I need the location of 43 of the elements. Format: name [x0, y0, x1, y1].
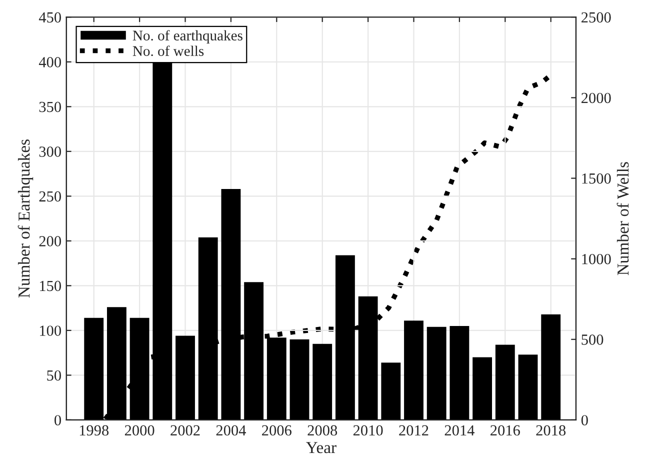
bar: [176, 336, 195, 420]
x-axis-title: Year: [306, 442, 336, 454]
bar: [290, 339, 310, 420]
x-tick-label: 2012: [399, 425, 428, 436]
bar: [472, 357, 492, 420]
x-tick-label: 2018: [536, 425, 566, 436]
bar: [541, 314, 561, 420]
y2-tick-label: 1500: [582, 173, 611, 184]
y-tick-label: 0: [54, 415, 61, 426]
y2-axis-title: Number of Wells: [616, 162, 629, 276]
x-tick-label: 2014: [444, 425, 474, 436]
y2-tick-label: 1000: [582, 254, 611, 264]
bar: [381, 362, 401, 420]
y2-tick-label: 500: [582, 334, 604, 345]
x-tick-label: 2016: [490, 425, 520, 436]
x-tick-label: 2008: [308, 425, 338, 436]
bar: [312, 344, 332, 420]
y2-tick-label: 2500: [582, 12, 611, 23]
y-tick-label: 450: [38, 12, 61, 23]
bar: [426, 326, 446, 420]
y-tick-label: 250: [39, 191, 61, 202]
x-tick-label: 2000: [124, 425, 154, 436]
x-tick-label: 2002: [170, 425, 200, 436]
legend-label: No. of earthquakes: [132, 30, 242, 44]
bar: [495, 344, 515, 420]
bar: [404, 320, 424, 420]
y-tick-label: 100: [40, 326, 61, 336]
bar: [450, 326, 470, 420]
y-tick-label: 50: [47, 370, 61, 381]
x-tick-label: 2010: [353, 425, 383, 436]
y2-tick-label: 2000: [582, 92, 611, 104]
y-tick-label: 200: [39, 236, 61, 246]
x-tick-label: 2006: [262, 425, 292, 436]
y-tick-label: 300: [39, 146, 61, 157]
y-tick-label: 400: [38, 57, 61, 68]
y-tick-label: 350: [39, 102, 61, 112]
y2-tick-label: 0: [581, 415, 588, 426]
y-tick-label: 150: [40, 280, 61, 292]
y-axis-title: Number of Earthquakes: [18, 140, 34, 298]
legend-label: No. of wells: [132, 46, 204, 56]
bar: [518, 354, 538, 420]
x-tick-label: 1998: [80, 425, 109, 436]
x-tick-label: 2004: [216, 425, 246, 436]
